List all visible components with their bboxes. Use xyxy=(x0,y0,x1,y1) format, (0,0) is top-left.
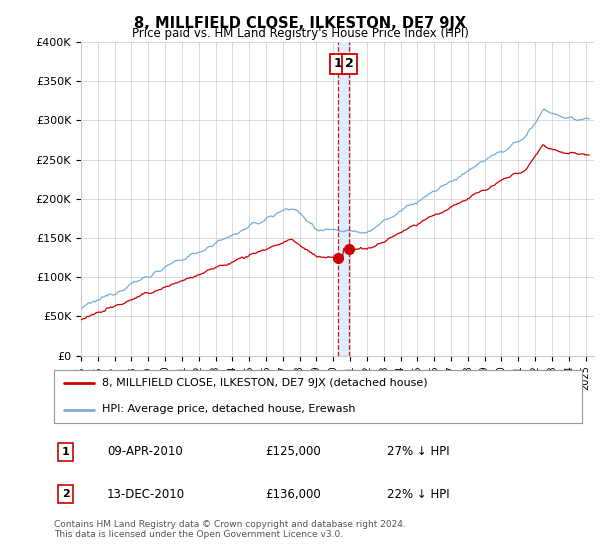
Text: 22% ↓ HPI: 22% ↓ HPI xyxy=(386,488,449,501)
Text: 1: 1 xyxy=(62,447,70,457)
Text: Contains HM Land Registry data © Crown copyright and database right 2024.
This d: Contains HM Land Registry data © Crown c… xyxy=(54,520,406,539)
Text: 1: 1 xyxy=(334,58,342,71)
Text: £136,000: £136,000 xyxy=(265,488,321,501)
Text: 8, MILLFIELD CLOSE, ILKESTON, DE7 9JX (detached house): 8, MILLFIELD CLOSE, ILKESTON, DE7 9JX (d… xyxy=(101,378,427,388)
Text: 8, MILLFIELD CLOSE, ILKESTON, DE7 9JX: 8, MILLFIELD CLOSE, ILKESTON, DE7 9JX xyxy=(134,16,466,31)
Text: 09-APR-2010: 09-APR-2010 xyxy=(107,445,182,459)
Text: Price paid vs. HM Land Registry's House Price Index (HPI): Price paid vs. HM Land Registry's House … xyxy=(131,27,469,40)
Text: 2: 2 xyxy=(62,489,70,499)
Bar xyxy=(338,42,349,356)
Text: £125,000: £125,000 xyxy=(265,445,321,459)
Text: HPI: Average price, detached house, Erewash: HPI: Average price, detached house, Erew… xyxy=(101,404,355,414)
Text: 2: 2 xyxy=(345,58,353,71)
Text: 13-DEC-2010: 13-DEC-2010 xyxy=(107,488,185,501)
Text: 27% ↓ HPI: 27% ↓ HPI xyxy=(386,445,449,459)
